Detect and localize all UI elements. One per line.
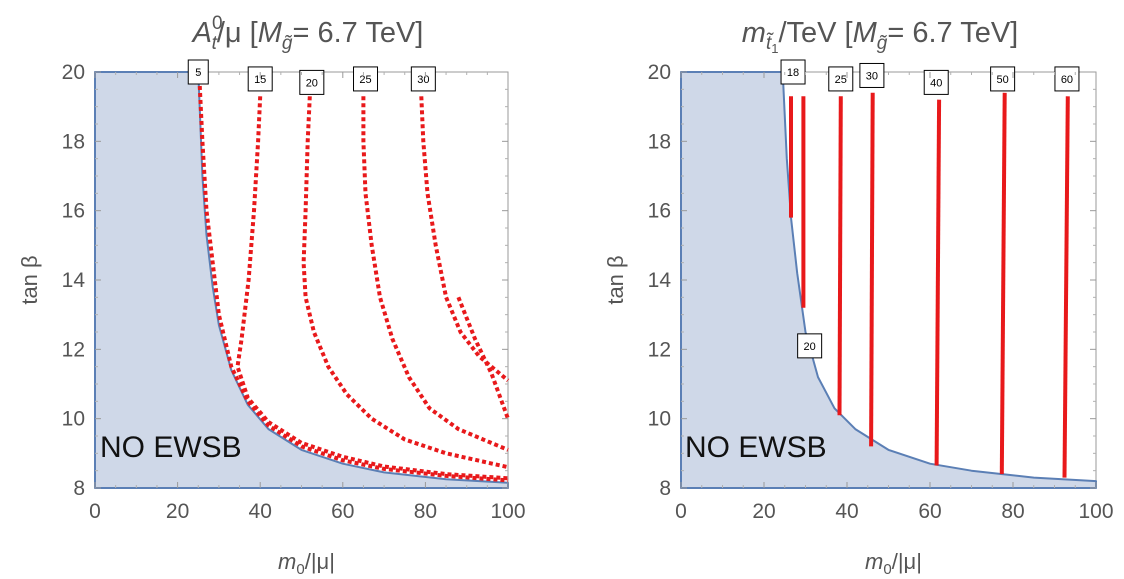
contour-label-box (1054, 66, 1080, 92)
contour-label-box (923, 69, 949, 95)
x-tick-label: 60 (918, 500, 941, 523)
region-label: NO EWSB (685, 431, 827, 464)
y-tick-label: 8 (659, 477, 671, 500)
contour-label-box (353, 66, 379, 92)
contour-label-box (828, 66, 854, 92)
contour-label: 60 (1061, 74, 1073, 86)
y-tick-label: 10 (648, 408, 671, 431)
x-tick-label: 0 (89, 500, 101, 523)
contour-line-25-3 (361, 96, 509, 452)
contour-label: 25 (359, 74, 371, 86)
chart-title: mt̃1/TeV [Mg̃= 6.7 TeV] (742, 17, 1018, 56)
contour-line-extra-5 (456, 296, 510, 420)
x-tick-label: 0 (675, 500, 687, 523)
contour-label: 20 (804, 341, 816, 353)
x-tick-label: 80 (414, 500, 437, 523)
contour-label-box (797, 333, 823, 359)
y-tick-label: 20 (62, 61, 85, 84)
contour-label: 40 (930, 77, 942, 89)
excluded-region (680, 71, 1097, 489)
contour-label: 20 (306, 77, 318, 89)
x-axis-label: m0/|μ| (278, 549, 335, 578)
x-tick-label: 20 (166, 500, 189, 523)
excluded-region (94, 71, 509, 489)
x-axis-label: m0/|μ| (865, 549, 922, 578)
contour-label: 30 (866, 70, 878, 82)
y-tick-label: 18 (648, 130, 671, 153)
contour-label-box (859, 62, 885, 88)
x-tick-label: 100 (1078, 500, 1113, 523)
y-axis-label: tan β (17, 255, 42, 304)
y-tick-label: 16 (62, 200, 85, 223)
y-tick-label: 14 (648, 269, 672, 292)
contour-label-box (247, 66, 273, 92)
contour-label: 18 (787, 67, 799, 79)
contour-label-box (990, 66, 1016, 92)
y-tick-label: 8 (73, 477, 85, 500)
contour-label: 30 (417, 74, 429, 86)
chart-title: A0 t/μ [Mg̃= 6.7 TeV] (191, 13, 424, 54)
chart-panel-1: 5152025300204060801008101214161820NO EWS… (17, 13, 526, 578)
x-tick-label: 60 (331, 500, 354, 523)
contour-line-40-4 (934, 99, 942, 466)
x-tick-label: 100 (490, 500, 525, 523)
contour-line-30-4 (419, 96, 510, 383)
y-tick-label: 12 (648, 338, 671, 361)
y-tick-label: 16 (648, 200, 671, 223)
y-axis-label: tan β (603, 255, 628, 304)
x-tick-label: 80 (1001, 500, 1024, 523)
chart-panel-2: 18 25 30 40 50 60 20 0 20 40 60 80 100 8 10 12 14 16 18 20 N… (603, 17, 1114, 578)
y-tick-label: 10 (62, 408, 85, 431)
y-tick-label: 12 (62, 338, 85, 361)
contour-line-15-1 (235, 96, 509, 481)
y-tick-label: 18 (62, 130, 85, 153)
contour-label-box (299, 69, 325, 95)
contour-line-5-0 (197, 71, 509, 483)
contour-label: 15 (254, 74, 266, 86)
contour-line-60-6 (1062, 96, 1070, 478)
x-tick-label: 40 (835, 500, 858, 523)
contour-line-25-2 (837, 96, 843, 416)
contour-label: 50 (997, 74, 1009, 86)
contour-line-30-3 (869, 92, 875, 447)
region-label: NO EWSB (100, 431, 242, 464)
y-tick-label: 20 (648, 61, 671, 84)
contour-line-20-2 (301, 96, 509, 470)
contour-line-50-5 (999, 92, 1007, 475)
x-tick-label: 20 (752, 500, 775, 523)
y-tick-label: 14 (62, 269, 86, 292)
x-tick-label: 40 (249, 500, 272, 523)
contour-label-box (410, 66, 436, 92)
contour-label: 25 (835, 74, 847, 86)
